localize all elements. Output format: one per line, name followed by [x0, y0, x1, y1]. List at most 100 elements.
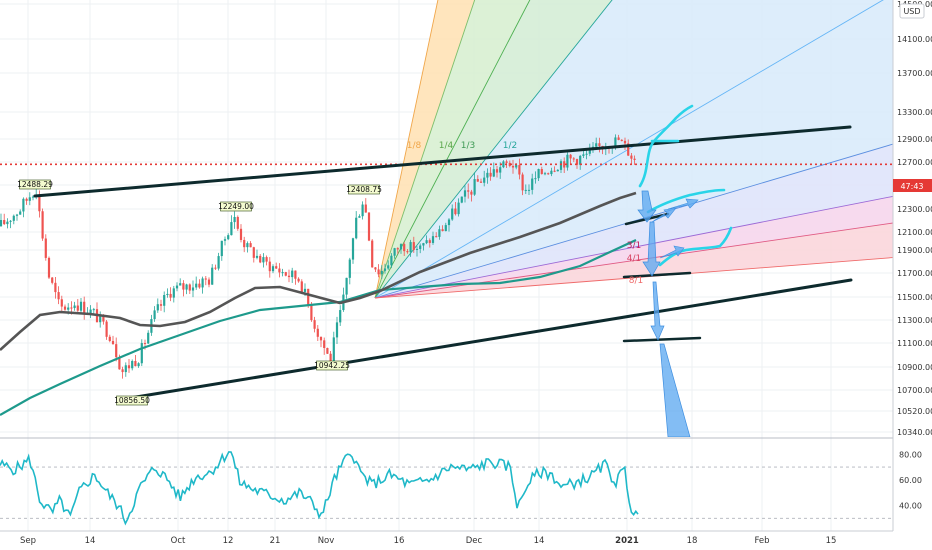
- candle-body: [54, 282, 57, 293]
- candle-body: [41, 211, 44, 239]
- time-tick-label: 15: [826, 536, 837, 546]
- price-tick-label: 13300.00: [897, 108, 932, 117]
- candle-body: [60, 299, 63, 307]
- candle-body: [316, 328, 319, 337]
- gann-fan-label: 1/4: [439, 141, 454, 151]
- candle-body: [620, 139, 623, 141]
- candle-body: [428, 240, 431, 243]
- candle-body: [281, 272, 284, 274]
- candle-body: [111, 340, 115, 345]
- currency-label: USD: [903, 7, 920, 16]
- candle-body: [22, 198, 25, 212]
- gann-fan: [374, 0, 893, 299]
- candle-body: [169, 293, 172, 298]
- candle-body: [406, 251, 409, 253]
- forecast-arrow-4: [659, 343, 691, 437]
- candle-body: [204, 278, 207, 280]
- candle-body: [447, 219, 451, 226]
- candle-body: [627, 143, 630, 156]
- price-axis-bg: [893, 0, 932, 550]
- rsi-axis[interactable]: 40.00 60.00 80.00: [899, 450, 922, 510]
- candle-body: [367, 212, 371, 241]
- candle-body: [223, 239, 227, 241]
- candle-body: [595, 143, 598, 147]
- candle-body: [239, 228, 243, 240]
- candle-body: [137, 363, 140, 367]
- candle-body: [556, 169, 559, 172]
- candle-body: [508, 162, 511, 166]
- candle-body: [265, 257, 268, 262]
- candlestick-series: [0, 134, 636, 379]
- candle-body: [47, 257, 51, 278]
- candle-body: [524, 189, 527, 191]
- candle-body: [275, 266, 278, 269]
- candle-body: [559, 161, 563, 170]
- price-tick-label: 10520.00: [897, 407, 932, 416]
- forecast-arrow-3: [650, 281, 665, 341]
- candle-body: [387, 265, 390, 269]
- candle-body: [140, 343, 143, 364]
- projection-path-4: [658, 226, 733, 267]
- candle-body: [185, 284, 188, 290]
- candle-body: [57, 292, 60, 300]
- gann-fan-labels: 1/8 1/4 1/3 1/2 3/1 4/1 8/1: [407, 141, 643, 286]
- fan-ray-1-4: [374, 0, 476, 299]
- candle-body: [262, 257, 265, 263]
- candle-body: [617, 137, 620, 140]
- candle-body: [153, 310, 156, 320]
- candle-body: [633, 158, 636, 160]
- candle-body: [211, 267, 214, 285]
- candle-body: [543, 173, 547, 175]
- candle-body: [236, 216, 239, 229]
- candle-body: [403, 244, 406, 252]
- candle-body: [303, 288, 307, 292]
- candle-body: [15, 214, 19, 216]
- candle-body: [105, 321, 108, 337]
- candle-body: [332, 337, 335, 362]
- candle-body: [166, 293, 169, 296]
- candle-body: [575, 159, 579, 165]
- candle-body: [179, 283, 182, 286]
- candle-body: [0, 220, 3, 227]
- candle-body: [191, 287, 195, 291]
- time-axis[interactable]: Sep 14 Oct 12 21 Nov 16 Dec 14 2021 18 Feb 15: [20, 536, 836, 546]
- candle-body: [307, 288, 310, 306]
- candle-body: [534, 178, 537, 180]
- candle-body: [131, 360, 134, 369]
- candle-body: [355, 217, 358, 239]
- price-tick-label: 10700.00: [897, 386, 932, 395]
- rsi-series: [0, 451, 639, 526]
- moving-average-slow: [0, 239, 637, 416]
- candle-body: [371, 240, 374, 268]
- candle-body: [99, 314, 102, 323]
- candle-body: [335, 322, 339, 338]
- candle-body: [220, 240, 223, 257]
- fan-ray-4-1: [374, 222, 893, 299]
- candle-body: [345, 277, 348, 295]
- candle-body: [521, 174, 524, 191]
- candle-body: [470, 191, 473, 195]
- candle-body: [6, 221, 9, 225]
- price-tag-label: 12408.75: [346, 185, 382, 194]
- candle-body: [550, 170, 553, 175]
- candle-body: [444, 225, 447, 232]
- candle-body: [569, 154, 572, 159]
- candle-body: [198, 283, 201, 288]
- candle-body: [441, 229, 444, 232]
- candle-body: [454, 208, 457, 215]
- time-tick-label: 2021: [615, 536, 639, 546]
- candle-body: [201, 278, 204, 288]
- candle-body: [156, 304, 159, 311]
- price-tick-label: 12700.00: [897, 158, 932, 167]
- candle-body: [425, 240, 428, 244]
- price-tick-label: 10900.00: [897, 363, 932, 372]
- candle-body: [255, 255, 259, 258]
- price-tag: 10942.25: [314, 360, 350, 371]
- candle-body: [25, 198, 28, 201]
- candle-body: [188, 284, 191, 291]
- currency-badge[interactable]: USD: [899, 3, 925, 19]
- candle-body: [483, 177, 486, 183]
- gann-fan-label: 8/1: [629, 276, 643, 286]
- candle-body: [473, 179, 476, 195]
